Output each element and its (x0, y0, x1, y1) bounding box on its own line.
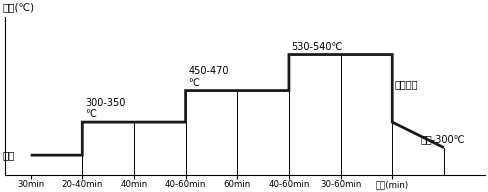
Text: 温度(℃): 温度(℃) (2, 2, 34, 12)
Text: 室温-300℃: 室温-300℃ (421, 135, 465, 145)
Text: 随炉冷却: 随炉冷却 (395, 79, 418, 89)
Text: 530-540℃: 530-540℃ (291, 41, 343, 51)
Text: 450-470
℃: 450-470 ℃ (188, 66, 229, 88)
Text: 300-350
℃: 300-350 ℃ (85, 98, 125, 119)
Text: 室温: 室温 (2, 150, 15, 160)
